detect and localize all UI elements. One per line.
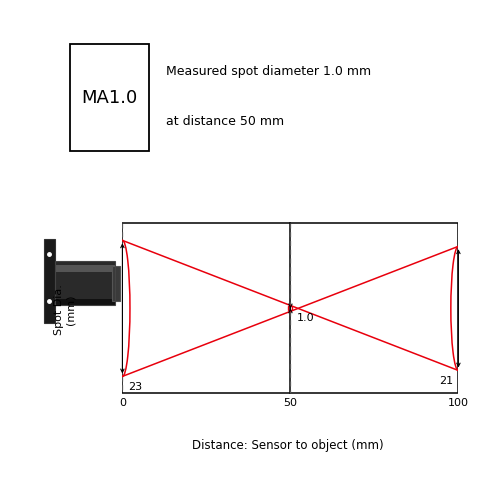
Text: 100: 100 [448,398,469,408]
Bar [55,299,115,305]
Text: 50: 50 [283,398,298,408]
Text: 1.0: 1.0 [297,313,315,323]
Text: Spot Dia.
(mm): Spot Dia. (mm) [54,284,76,335]
Text: MA1.0: MA1.0 [81,89,137,107]
Text: 23: 23 [129,382,143,392]
Text: Measured spot diameter 1.0 mm: Measured spot diameter 1.0 mm [166,65,371,78]
Bar [122,223,458,394]
Bar [70,44,149,151]
Text: at distance 50 mm: at distance 50 mm [166,115,284,129]
Bar [44,240,55,324]
Bar [112,266,120,300]
Bar [55,265,115,272]
Text: Distance: Sensor to object (mm): Distance: Sensor to object (mm) [192,439,384,452]
Bar [55,261,115,305]
Text: 0: 0 [119,398,126,408]
Text: 21: 21 [439,375,453,385]
Bar [55,261,115,305]
